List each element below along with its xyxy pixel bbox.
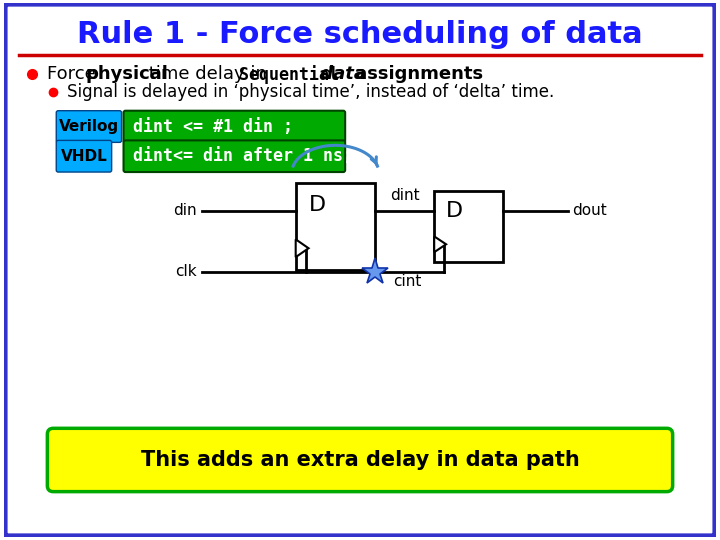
Text: clk: clk <box>175 265 197 280</box>
FancyBboxPatch shape <box>56 140 112 172</box>
Text: dint <= #1 din ;: dint <= #1 din ; <box>133 118 294 136</box>
Text: data: data <box>314 65 366 83</box>
Text: Verilog: Verilog <box>59 119 119 134</box>
Text: dout: dout <box>572 203 606 218</box>
Text: Rule 1 - Force scheduling of data: Rule 1 - Force scheduling of data <box>77 20 643 49</box>
Text: VHDL: VHDL <box>60 148 107 164</box>
Text: This adds an extra delay in data path: This adds an extra delay in data path <box>140 450 580 470</box>
Text: physical: physical <box>86 65 168 83</box>
FancyBboxPatch shape <box>124 111 345 143</box>
Text: cint: cint <box>392 274 421 289</box>
Text: D: D <box>446 201 462 221</box>
Text: dint: dint <box>390 188 419 202</box>
Text: dint<= din after 1 ns;: dint<= din after 1 ns; <box>133 147 354 165</box>
Text: time delay in: time delay in <box>143 65 273 83</box>
Polygon shape <box>296 239 309 257</box>
Text: Force: Force <box>48 65 102 83</box>
Text: D: D <box>309 195 326 215</box>
Polygon shape <box>434 237 446 252</box>
Bar <box>434 191 503 262</box>
Bar <box>296 183 375 270</box>
Text: din: din <box>173 203 197 218</box>
FancyBboxPatch shape <box>5 4 715 536</box>
FancyBboxPatch shape <box>56 111 122 143</box>
FancyBboxPatch shape <box>48 428 672 491</box>
Text: assignments: assignments <box>349 65 483 83</box>
FancyBboxPatch shape <box>124 140 345 172</box>
Text: Signal is delayed in ‘physical time’, instead of ‘delta’ time.: Signal is delayed in ‘physical time’, in… <box>67 83 554 101</box>
Text: Sequential: Sequential <box>239 65 339 84</box>
